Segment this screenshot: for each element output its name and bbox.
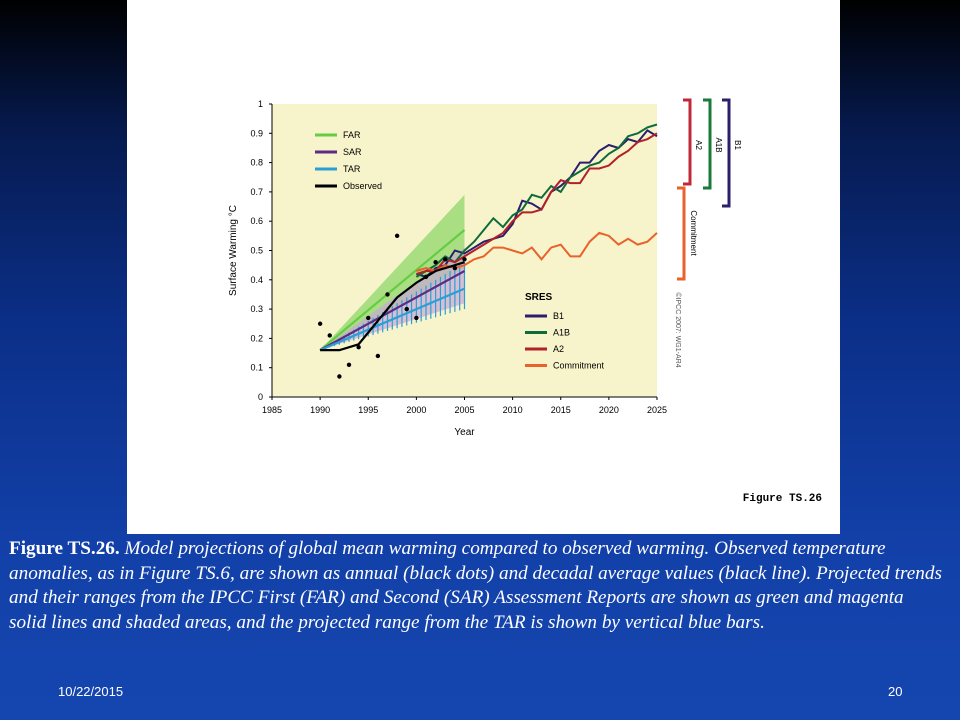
observed-annual-dot <box>366 315 371 321</box>
x-tick-label: 1995 <box>358 405 378 415</box>
observed-annual-dot <box>452 265 458 271</box>
legend-label-sar: SAR <box>343 147 362 157</box>
bracket-label-a2: A2 <box>694 140 703 150</box>
y-tick-label: 0.2 <box>250 333 263 343</box>
observed-annual-dot <box>404 306 409 312</box>
bracket-a1b <box>703 98 712 190</box>
x-tick-label: 2015 <box>551 405 571 415</box>
legend-label-observed: Observed <box>343 181 382 191</box>
figure-caption: Figure TS.26. Model projections of globa… <box>9 537 944 635</box>
sres-legend-label-b1: B1 <box>553 311 564 321</box>
legend-label-tar: TAR <box>343 164 361 174</box>
bracket-b1 <box>722 98 731 208</box>
x-tick-label: 1990 <box>310 405 330 415</box>
observed-annual-dot <box>385 292 390 297</box>
observed-decadal-line <box>320 261 465 352</box>
x-tick-label: 2000 <box>406 405 426 415</box>
y-tick-label: 0.9 <box>250 128 263 138</box>
y-tick-label: 1 <box>258 99 263 109</box>
observed-annual-dot <box>433 260 438 265</box>
series-line-a2 <box>416 132 658 275</box>
observed-annual-dot <box>462 257 467 262</box>
bracket-label-a1b: A1B <box>714 137 723 152</box>
observed-annual-dot <box>337 374 342 379</box>
figure-label: Figure TS.26 <box>742 493 822 505</box>
y-tick-label: 0.7 <box>250 187 263 197</box>
observed-annual-dot <box>327 333 332 338</box>
x-tick-label: 2020 <box>599 405 619 415</box>
observed-annual-dot <box>375 353 381 359</box>
x-tick-label: 2005 <box>454 405 474 415</box>
x-axis-label: Year <box>454 427 475 438</box>
y-axis-label: Surface Warming °C <box>228 205 239 296</box>
y-tick-label: 0.1 <box>250 363 263 373</box>
bracket-label-commitment: Commitment <box>689 210 698 256</box>
y-tick-label: 0.8 <box>250 158 263 168</box>
far-central-line <box>319 229 466 351</box>
bracket-a2 <box>683 98 692 186</box>
sar-range-area <box>320 247 465 351</box>
tar-central-line <box>319 287 465 352</box>
caption-label: Figure TS.26. <box>9 538 120 559</box>
chart: 1985 1990 1995 2000 2005 2010 2015 2020 2025 0 0.1… <box>228 98 742 438</box>
x-tick-label: 2025 <box>647 405 667 415</box>
caption-text: Model projections of global mean warming… <box>9 538 942 633</box>
y-tick-label: 0 <box>258 392 263 402</box>
figure-panel: 1985 1990 1995 2000 2005 2010 2015 2020 2025 0 0.1… <box>127 0 840 534</box>
series-line-b1 <box>416 129 658 278</box>
y-tick-label: 0.3 <box>250 304 263 314</box>
observed-annual-dot <box>443 257 448 262</box>
observed-annual-dot <box>414 315 419 321</box>
sres-legend-label-a1b: A1B <box>553 328 570 338</box>
page-number: 20 <box>888 684 903 699</box>
observed-annual-dot <box>317 321 323 326</box>
legend-label-far: FAR <box>343 130 361 140</box>
footer-date: 10/22/2015 <box>58 684 124 699</box>
observed-annual-dot <box>356 344 361 350</box>
x-tick-label: 2010 <box>503 405 523 415</box>
sres-legend-title: SRES <box>525 292 553 303</box>
bracket-commitment <box>677 186 686 281</box>
observed-annual-dot <box>423 274 429 280</box>
bracket-label-b1: B1 <box>733 140 742 150</box>
observed-annual-dot <box>346 362 352 367</box>
y-tick-label: 0.4 <box>250 275 263 285</box>
y-tick-label: 0.6 <box>250 216 263 226</box>
copyright-text: ©IPCC 2007: WG1-AR4 <box>674 292 682 367</box>
sres-legend-label-commitment: Commitment <box>553 361 605 371</box>
sar-central-line <box>319 270 466 352</box>
x-tick-label: 1985 <box>262 405 282 415</box>
sres-legend-label-a2: A2 <box>553 344 564 354</box>
y-tick-label: 0.5 <box>250 246 263 256</box>
far-range-area <box>320 194 465 351</box>
observed-annual-dot <box>394 233 400 239</box>
